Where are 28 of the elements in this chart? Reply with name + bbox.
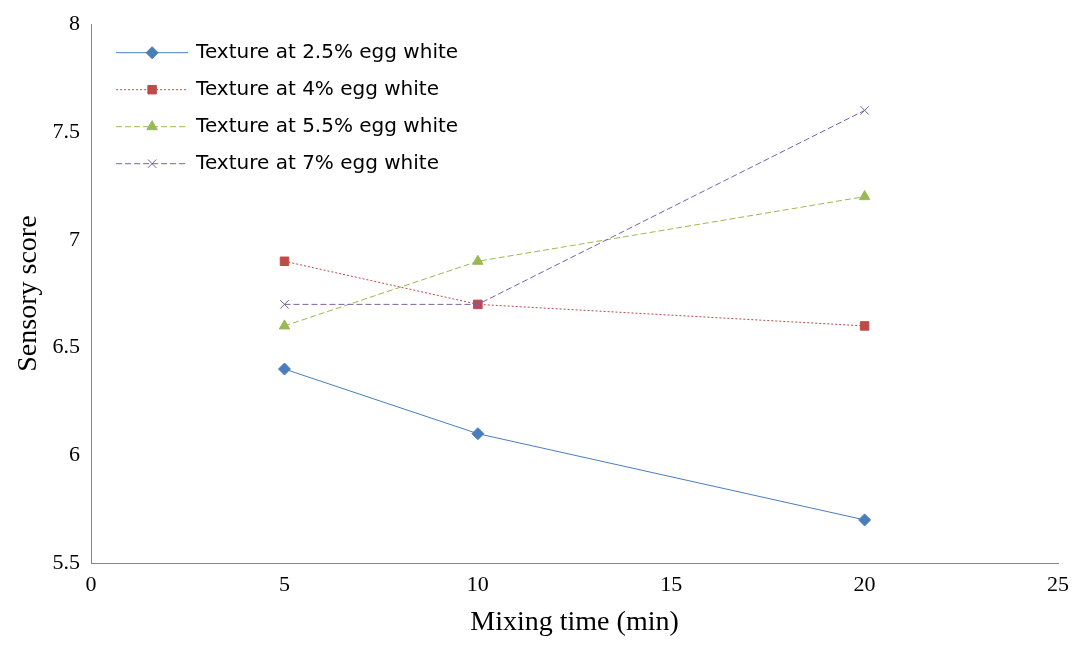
y-tick-label: 6.5 (52, 333, 81, 359)
legend-label: Texture at 2.5% egg white (195, 38, 459, 63)
point (278, 319, 291, 330)
x-tick-label: 25 (1047, 570, 1069, 596)
legend-label: Texture at 4% egg white (195, 75, 440, 100)
point (858, 513, 872, 527)
point (859, 321, 870, 331)
x-tick-label: 5 (278, 570, 290, 596)
y-axis-title: Sensory score (11, 215, 43, 372)
y-tick-label: 8 (69, 9, 81, 35)
point (859, 105, 870, 116)
point (279, 299, 290, 310)
x-axis-title: Mixing time (min) (470, 604, 679, 636)
x-tick-label: 10 (466, 570, 489, 596)
x-tick-label: 15 (660, 570, 683, 596)
point (472, 254, 484, 265)
point (277, 362, 291, 376)
y-tick-label: 7 (69, 225, 81, 251)
point (279, 256, 290, 267)
y-tick-label: 6 (69, 441, 81, 467)
point (858, 190, 871, 201)
legend-label: Texture at 7% egg white (195, 149, 440, 174)
y-tick-label: 5.5 (52, 548, 81, 574)
x-tick-label: 0 (85, 570, 97, 596)
x-tick-label: 20 (853, 570, 876, 596)
y-tick-label: 7.5 (52, 117, 81, 143)
legend-label: Texture at 5.5% egg white (195, 112, 459, 137)
point (471, 427, 485, 441)
